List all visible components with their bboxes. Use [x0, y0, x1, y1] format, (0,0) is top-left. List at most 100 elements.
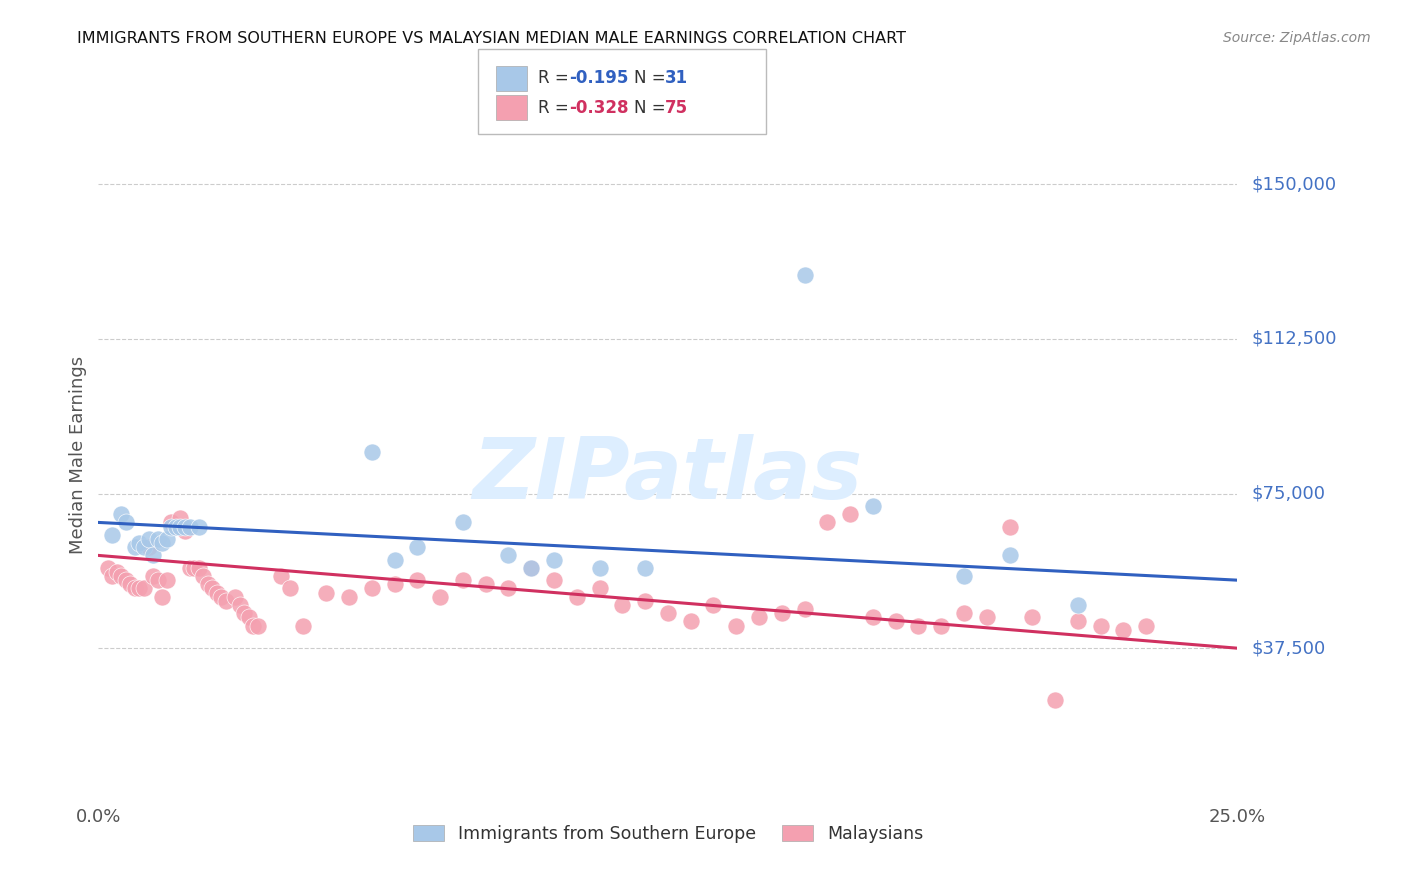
Point [132, 582, 155, 596]
Point [1021, 610, 1043, 624]
Point [101, 569, 124, 583]
Text: IMMIGRANTS FROM SOUTHERN EUROPE VS MALAYSIAN MEDIAN MALE EARNINGS CORRELATION CH: IMMIGRANTS FROM SOUTHERN EUROPE VS MALAY… [77, 31, 907, 46]
Point [150, 590, 173, 604]
Point [543, 573, 565, 587]
Point [588, 561, 610, 575]
Point [292, 618, 315, 632]
Point [224, 590, 246, 604]
Point [120, 577, 142, 591]
Point [169, 511, 191, 525]
Text: Source: ZipAtlas.com: Source: ZipAtlas.com [1223, 31, 1371, 45]
Text: $75,000: $75,000 [1251, 484, 1326, 502]
Point [702, 598, 724, 612]
Point [360, 582, 382, 596]
Point [634, 594, 657, 608]
Point [233, 606, 256, 620]
Point [498, 582, 520, 596]
Point [862, 610, 884, 624]
Point [679, 615, 702, 629]
Point [1043, 692, 1066, 706]
Text: 31: 31 [665, 70, 688, 87]
Point [565, 590, 588, 604]
Point [124, 582, 146, 596]
Point [215, 594, 238, 608]
Point [174, 524, 197, 538]
Point [124, 540, 146, 554]
Point [165, 519, 187, 533]
Point [384, 577, 406, 591]
Point [209, 590, 232, 604]
Point [187, 561, 209, 575]
Point [110, 569, 132, 583]
Point [160, 516, 183, 530]
Text: -0.195: -0.195 [569, 70, 628, 87]
Point [128, 536, 150, 550]
Point [150, 536, 173, 550]
Text: -0.328: -0.328 [569, 99, 628, 117]
Point [165, 519, 187, 533]
Point [815, 516, 838, 530]
Point [451, 573, 474, 587]
Point [337, 590, 360, 604]
Point [406, 540, 429, 554]
Point [793, 268, 815, 282]
Point [929, 618, 952, 632]
Point [520, 561, 543, 575]
Text: N =: N = [634, 99, 671, 117]
Point [179, 519, 201, 533]
Point [179, 561, 201, 575]
Text: R =: R = [538, 70, 575, 87]
Point [976, 610, 998, 624]
Point [193, 569, 215, 583]
Point [156, 532, 179, 546]
Point [543, 552, 565, 566]
Point [132, 540, 155, 554]
Point [315, 585, 337, 599]
Point [429, 590, 451, 604]
Point [187, 519, 209, 533]
Point [1135, 618, 1157, 632]
Point [138, 540, 160, 554]
Point [862, 499, 884, 513]
Point [998, 549, 1021, 563]
Point [406, 573, 429, 587]
Text: $37,500: $37,500 [1251, 640, 1326, 657]
Point [953, 569, 976, 583]
Text: 75: 75 [665, 99, 688, 117]
Point [451, 516, 474, 530]
Point [183, 561, 205, 575]
Text: $112,500: $112,500 [1251, 330, 1337, 348]
Point [1067, 615, 1090, 629]
Point [142, 549, 165, 563]
Point [770, 606, 793, 620]
Point [270, 569, 292, 583]
Point [128, 582, 150, 596]
Point [96, 561, 118, 575]
Text: ZIPatlas: ZIPatlas [472, 434, 863, 517]
Point [146, 573, 169, 587]
Point [228, 598, 250, 612]
Text: $150,000: $150,000 [1251, 176, 1336, 194]
Point [138, 532, 160, 546]
Point [114, 516, 136, 530]
Point [384, 552, 406, 566]
Point [142, 569, 165, 583]
Point [657, 606, 679, 620]
Point [839, 507, 862, 521]
Point [201, 582, 224, 596]
Text: N =: N = [634, 70, 671, 87]
Point [474, 577, 496, 591]
Point [205, 585, 228, 599]
Point [998, 519, 1021, 533]
Point [114, 573, 136, 587]
Point [174, 519, 197, 533]
Point [197, 577, 219, 591]
Point [1112, 623, 1135, 637]
Text: R =: R = [538, 99, 575, 117]
Point [953, 606, 976, 620]
Point [156, 573, 179, 587]
Y-axis label: Median Male Earnings: Median Male Earnings [69, 356, 87, 554]
Point [793, 602, 815, 616]
Point [1090, 618, 1112, 632]
Point [588, 582, 610, 596]
